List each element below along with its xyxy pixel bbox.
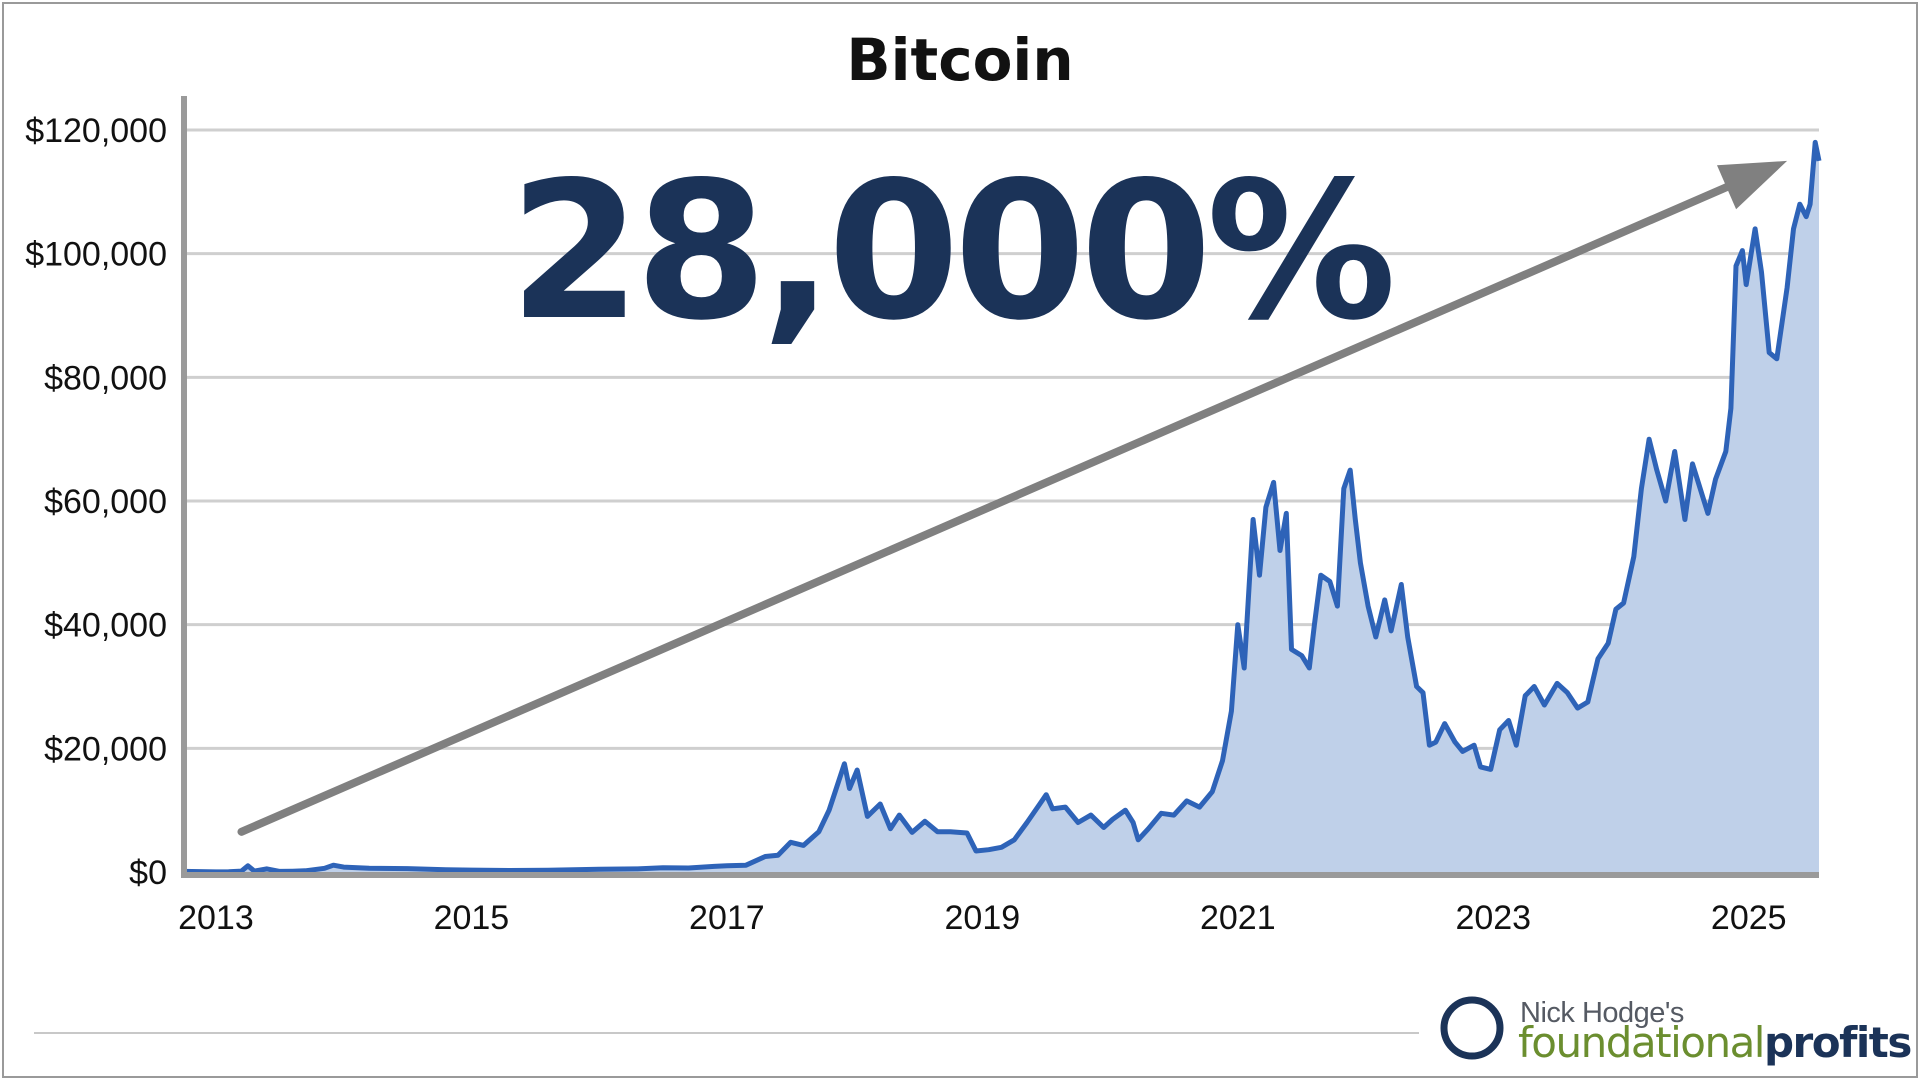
chart-title: Bitcoin bbox=[846, 26, 1073, 94]
trend-arrow-line bbox=[237, 183, 1731, 836]
x-tick-label: 2025 bbox=[1711, 899, 1787, 937]
brand-logo: Nick Hodge's foundationalprofits bbox=[1440, 994, 1912, 1067]
y-tick-label: $80,000 bbox=[44, 359, 167, 397]
headline-annotation: 28,000% bbox=[509, 141, 1391, 362]
series-line bbox=[183, 139, 1822, 875]
x-tick-label: 2015 bbox=[434, 899, 510, 937]
logo-brand-part1: foundational bbox=[1518, 1018, 1765, 1067]
logo-owner-text: Nick Hodge's bbox=[1520, 997, 1684, 1029]
circle-swoosh-icon bbox=[1440, 996, 1504, 1060]
logo-brand-part2: profits bbox=[1763, 1018, 1912, 1067]
y-tick-label: $120,000 bbox=[25, 112, 167, 150]
logo-brand-text: foundationalprofits bbox=[1518, 1018, 1912, 1067]
footer-divider bbox=[34, 1032, 1419, 1034]
x-tick-label: 2013 bbox=[178, 899, 254, 937]
chart: $0 $20,000 $40,000 $60,000 $80,000 $100,000 $1… bbox=[25, 26, 1822, 937]
y-tick-label: $60,000 bbox=[44, 483, 167, 521]
x-tick-label: 2019 bbox=[945, 899, 1021, 937]
y-tick-label: $100,000 bbox=[25, 236, 167, 274]
trend-arrowhead bbox=[1717, 160, 1788, 210]
series-area bbox=[184, 142, 1819, 872]
y-tick-label: $40,000 bbox=[44, 607, 167, 645]
x-tick-label: 2023 bbox=[1455, 899, 1531, 937]
y-tick-label: $0 bbox=[129, 854, 167, 892]
y-tick-label: $20,000 bbox=[44, 730, 167, 768]
x-tick-label: 2021 bbox=[1200, 899, 1276, 937]
x-tick-label: 2017 bbox=[689, 899, 765, 937]
